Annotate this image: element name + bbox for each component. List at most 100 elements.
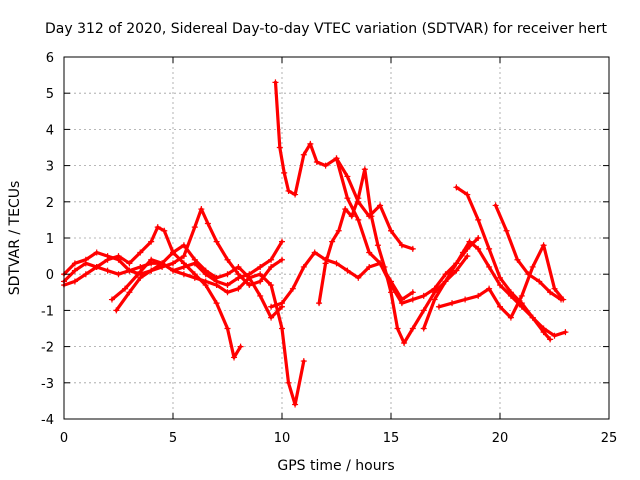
data-point-sat-j: [497, 282, 503, 289]
x-tick-label: 25: [601, 431, 618, 446]
data-point-sat-m: [475, 292, 482, 299]
data-point-sat-k: [486, 245, 493, 252]
data-point-sat-f: [377, 202, 384, 209]
data-point-sat-b: [180, 242, 187, 249]
data-point-sat-h: [342, 206, 349, 213]
y-tick-label: -4: [41, 413, 54, 428]
data-point-sat-f: [409, 245, 416, 252]
data-point-sat-f: [398, 242, 405, 249]
data-point-sat-c: [180, 271, 187, 278]
data-point-sat-f: [281, 169, 288, 176]
data-point-sat-d: [224, 256, 231, 263]
data-point-sat-i: [366, 249, 373, 256]
data-point-sat-i: [409, 296, 416, 303]
data-point-sat-b: [257, 292, 264, 299]
data-point-sat-h: [394, 325, 401, 332]
y-tick-label: 2: [46, 196, 54, 211]
data-point-sat-h: [355, 195, 362, 202]
series-sat-j: [422, 240, 568, 338]
data-point-sat-i: [388, 282, 394, 289]
data-point-sat-m: [560, 296, 567, 303]
data-point-sat-h: [401, 339, 408, 346]
data-point-sat-m: [540, 242, 547, 249]
y-tick-label: -3: [41, 377, 54, 392]
data-point-sat-g: [279, 300, 285, 307]
data-point-sat-k: [507, 289, 514, 296]
data-point-sat-c: [115, 271, 122, 278]
data-point-sat-c: [126, 267, 133, 274]
y-tick-label: 5: [46, 87, 54, 102]
data-point-sat-c: [300, 358, 307, 365]
data-point-sat-c: [137, 263, 144, 270]
data-point-sat-c: [268, 282, 275, 289]
data-point-sat-a: [161, 227, 168, 234]
data-point-sat-l: [514, 256, 521, 263]
y-tick-label: 4: [46, 123, 54, 138]
data-point-sat-g: [300, 263, 307, 270]
data-point-sat-b: [104, 253, 111, 260]
data-point-sat-d: [246, 282, 253, 289]
x-axis-label: GPS time / hours: [277, 458, 394, 474]
x-tick-label: 5: [169, 431, 177, 446]
data-point-sat-c: [191, 274, 198, 281]
data-point-sat-e: [246, 271, 253, 278]
data-point-sat-m: [435, 303, 442, 310]
data-point-sat-i: [333, 155, 340, 162]
series-sat-e: [110, 240, 284, 302]
data-point-sat-c: [279, 325, 285, 332]
data-point-sat-e: [224, 282, 231, 289]
data-point-sat-a: [137, 249, 144, 256]
data-point-sat-h: [316, 300, 323, 307]
data-point-sat-i: [398, 300, 405, 307]
y-axis-label: SDTVAR / TECUs: [7, 181, 23, 296]
data-point-sat-b: [224, 271, 231, 278]
data-point-sat-g: [289, 285, 296, 292]
data-point-sat-a: [154, 224, 161, 231]
data-point-sat-a: [148, 238, 155, 245]
data-point-sat-b: [93, 249, 100, 256]
data-point-sat-k: [475, 216, 482, 223]
data-point-sat-c: [285, 379, 292, 386]
data-point-sat-j: [466, 238, 473, 245]
data-point-sat-c: [202, 278, 209, 285]
data-point-sat-e: [202, 271, 209, 278]
data-point-sat-j: [459, 249, 466, 256]
data-point-sat-c: [93, 263, 100, 270]
data-point-sat-f: [322, 162, 329, 169]
data-point-sat-e: [235, 274, 242, 281]
data-point-sat-m: [507, 314, 514, 321]
data-point-sat-k: [453, 184, 460, 191]
y-tick-label: -1: [41, 304, 54, 319]
data-point-sat-i: [355, 216, 362, 223]
data-point-sat-b: [71, 260, 78, 267]
data-point-sat-j: [420, 325, 427, 332]
data-point-sat-f: [285, 187, 292, 194]
series-sat-d: [114, 207, 284, 312]
data-point-sat-l: [503, 227, 510, 234]
data-point-sat-m: [529, 263, 536, 270]
data-point-sat-e: [108, 296, 115, 303]
data-point-sat-f: [276, 144, 283, 151]
data-point-sat-h: [335, 227, 342, 234]
data-point-sat-f: [300, 151, 307, 158]
data-point-sat-m: [449, 300, 456, 307]
data-point-sat-d: [257, 278, 264, 285]
y-tick-label: 0: [46, 268, 54, 283]
data-point-sat-b: [235, 263, 242, 270]
x-tick-label: 20: [492, 431, 509, 446]
data-point-sat-k: [497, 274, 503, 281]
data-point-sat-m: [551, 285, 558, 292]
data-point-sat-g: [366, 263, 373, 270]
data-point-sat-b: [170, 249, 176, 256]
data-point-sat-f: [307, 140, 314, 147]
data-point-sat-l: [547, 289, 554, 296]
chart-title: Day 312 of 2020, Sidereal Day-to-day VTE…: [45, 21, 607, 37]
y-tick-label: 6: [46, 51, 54, 66]
series-sat-k: [454, 185, 552, 341]
series-group: [61, 79, 569, 408]
data-point-sat-e: [122, 285, 129, 292]
data-point-sat-l: [536, 278, 543, 285]
data-point-sat-e: [159, 260, 166, 267]
data-point-sat-a: [71, 267, 78, 274]
